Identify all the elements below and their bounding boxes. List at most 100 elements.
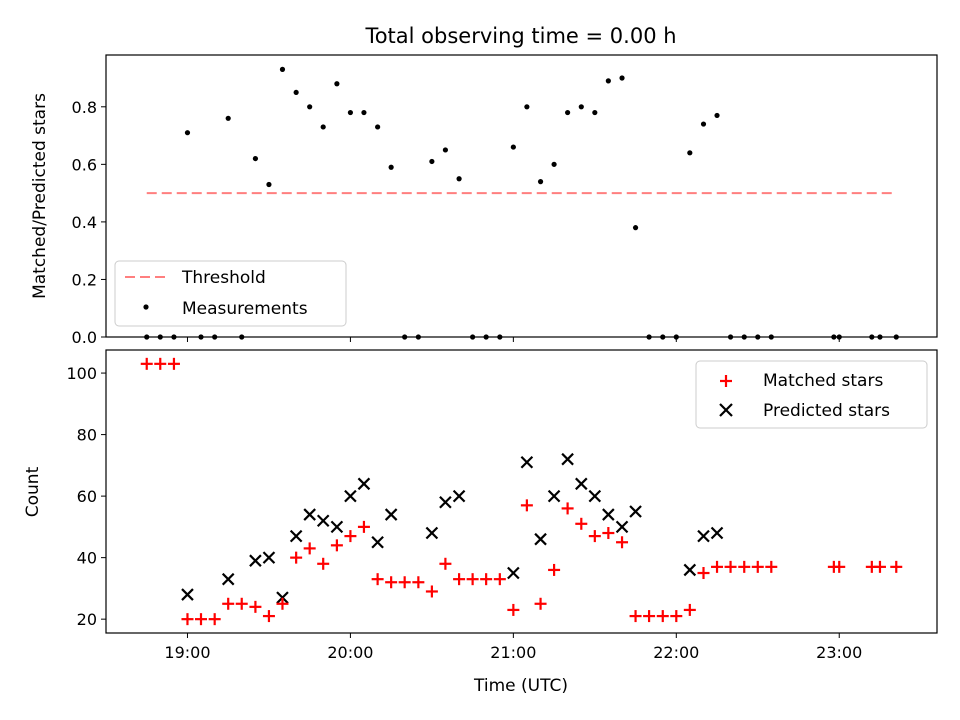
matched-point: [194, 613, 207, 626]
measurement-point: [714, 112, 720, 119]
predicted-point: [615, 520, 629, 534]
predicted-point: [575, 477, 588, 491]
matched-point: [249, 600, 262, 613]
predicted-point: [547, 489, 561, 503]
measurement-point: [632, 225, 639, 231]
matched-point: [208, 613, 221, 626]
x-axis-label: Time (UTC): [473, 676, 568, 696]
matched-point: [724, 560, 737, 573]
predicted-point: [181, 588, 194, 601]
measurement-point: [510, 144, 516, 150]
predicted-point: [276, 591, 289, 604]
measurement-point: [279, 66, 286, 72]
measurement-point: [361, 109, 367, 116]
ratio-y-axis-label: Matched/Predicted stars: [30, 93, 50, 299]
ratio-panel: Matched/Predicted stars 0.00.20.40.60.8 …: [30, 54, 938, 347]
predicted-point: [534, 532, 547, 546]
matched-point: [711, 560, 724, 573]
matched-point: [425, 585, 438, 598]
count-panel: Count 20 40 60 80 100 19:00 20:00 21:00 22:00 23…: [23, 349, 938, 662]
matched-point: [466, 573, 479, 586]
ratio-x-ticks: [186, 337, 840, 342]
count-legend-box: [695, 360, 928, 429]
predicted-point: [289, 529, 303, 543]
measurement-point: [442, 147, 449, 153]
matched-point: [520, 499, 533, 512]
x-tick-label: 19:00: [164, 643, 210, 662]
matched-point: [751, 560, 764, 573]
matched-legend-marker: [720, 375, 732, 387]
ratio-plot-frame: [105, 54, 938, 338]
predicted-point: [588, 489, 602, 503]
matched-point: [181, 613, 194, 626]
count-legend: Matched stars Predicted stars: [695, 360, 928, 429]
measurement-point: [578, 104, 584, 110]
ratio-y-tick-label: 0.0: [72, 328, 97, 347]
matched-point: [561, 502, 574, 515]
measurement-point: [293, 89, 299, 96]
ratio-y-tick-label: 0.6: [72, 155, 97, 174]
measurement-point: [347, 109, 354, 116]
matched-point: [398, 576, 411, 589]
ratio-legend-box: [114, 260, 347, 327]
matched-point: [290, 551, 303, 564]
predicted-point: [316, 514, 330, 528]
matched-point: [873, 560, 886, 573]
x-tick-label: 22:00: [653, 643, 699, 662]
predicted-point: [507, 566, 520, 580]
measurement-point: [266, 181, 272, 188]
count-plot-frame: [105, 349, 938, 634]
predicted-point: [262, 551, 276, 564]
measurement-point: [592, 109, 598, 116]
measurement-point: [565, 109, 571, 116]
predicted-point: [344, 489, 357, 503]
matched-point: [616, 536, 629, 549]
predicted-point: [357, 477, 371, 491]
predicted-point: [303, 508, 316, 521]
measurement-point: [524, 104, 530, 110]
measurement-point: [388, 164, 394, 170]
matched-point: [371, 573, 384, 586]
predicted-point: [697, 529, 710, 543]
matched-points: [140, 357, 903, 626]
count-y-tick-label: 20: [77, 610, 97, 629]
matched-point: [303, 542, 316, 555]
predicted-point: [249, 554, 262, 567]
measurement-point: [184, 130, 191, 136]
predicted-point: [330, 520, 344, 534]
ratio-y-label: Matched/Predicted stars: [30, 93, 50, 299]
measurement-point: [429, 158, 435, 165]
measurement-point: [225, 115, 231, 121]
matched-point: [629, 610, 642, 623]
matched-point: [439, 557, 452, 570]
matched-point: [670, 610, 683, 623]
measurement-point: [537, 179, 544, 185]
matched-point: [507, 603, 520, 616]
predicted-point: [384, 508, 398, 521]
matched-legend-label: Matched stars: [763, 371, 883, 391]
ratio-y-tick-label: 0.8: [72, 98, 97, 117]
matched-point: [262, 610, 275, 623]
count-y-label: Count: [23, 466, 43, 517]
measurement-point: [687, 150, 693, 156]
measurement-point: [456, 176, 462, 182]
matched-point: [154, 357, 167, 370]
predicted-point: [602, 508, 615, 521]
matched-point: [493, 573, 506, 586]
count-y-axis-label: Count: [23, 466, 43, 517]
measurements-legend-marker: [143, 304, 149, 310]
matched-point: [643, 610, 656, 623]
threshold-legend-label: Threshold: [181, 268, 266, 288]
predicted-point: [439, 495, 452, 509]
matched-point: [140, 357, 153, 370]
measurement-point: [605, 78, 611, 84]
measurement-point: [320, 124, 326, 130]
measurement-point: [551, 161, 557, 167]
predicted-points: [181, 452, 724, 604]
ratio-y-ticks: 0.0 0.2 0.4 0.6 0.8: [72, 98, 106, 347]
measurement-point: [375, 124, 381, 130]
ratio-y-tick-label: 0.2: [72, 270, 97, 289]
x-tick-label: 20:00: [327, 643, 373, 662]
matched-point: [412, 576, 425, 589]
